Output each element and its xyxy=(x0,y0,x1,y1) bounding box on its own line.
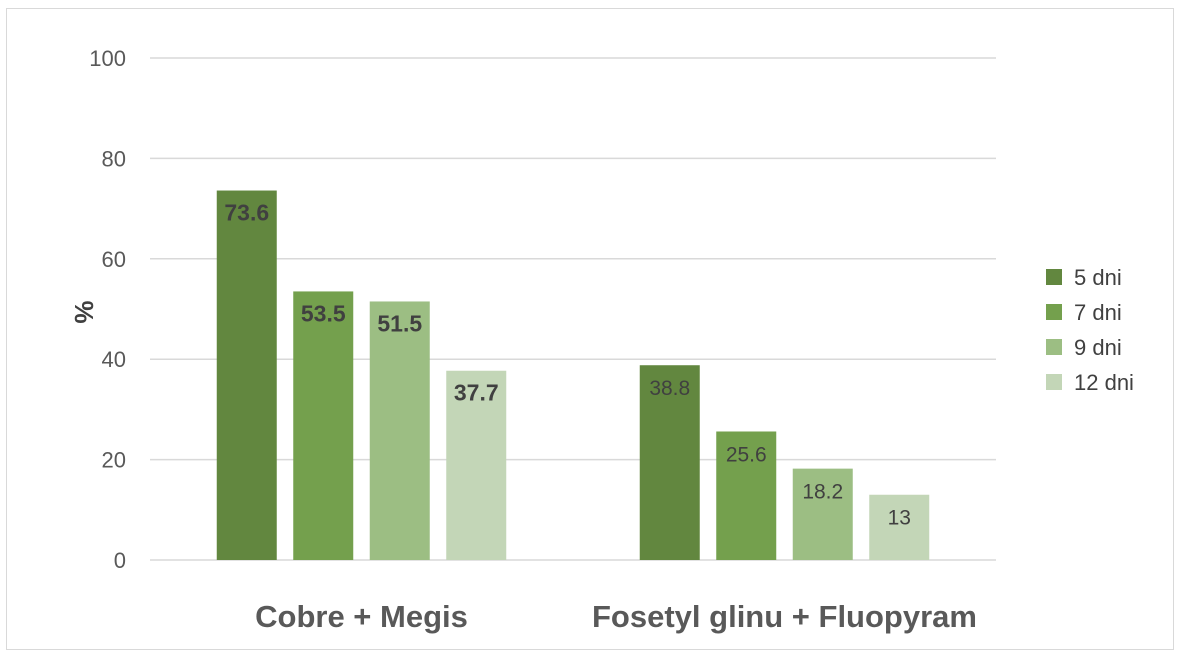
y-axis-ticks: 0 20 40 60 80 100 xyxy=(89,46,126,573)
legend-swatch xyxy=(1046,339,1062,355)
legend-label: 9 dni xyxy=(1074,335,1122,360)
legend-label: 12 dni xyxy=(1074,370,1134,395)
legend-swatch xyxy=(1046,374,1062,390)
data-label: 53.5 xyxy=(301,300,346,326)
legend-label: 7 dni xyxy=(1074,300,1122,325)
data-label: 25.6 xyxy=(726,443,767,466)
data-label: 13 xyxy=(888,507,911,530)
legend-swatch xyxy=(1046,269,1062,285)
y-tick-label: 40 xyxy=(102,347,126,372)
legend: 5 dni 7 dni 9 dni 12 dni xyxy=(1046,265,1134,395)
bar xyxy=(293,291,354,560)
y-tick-label: 0 xyxy=(114,548,126,573)
y-tick-label: 60 xyxy=(102,247,126,272)
bar xyxy=(216,190,277,560)
bar xyxy=(639,365,700,560)
y-tick-label: 80 xyxy=(102,146,126,171)
category-labels: Cobre + Megis Fosetyl glinu + Fluopyram xyxy=(255,599,977,634)
y-axis-label: % xyxy=(69,300,99,323)
legend-swatch xyxy=(1046,304,1062,320)
data-label: 73.6 xyxy=(224,200,269,226)
bar xyxy=(869,494,930,560)
data-label: 18.2 xyxy=(802,481,843,504)
category-label: Fosetyl glinu + Fluopyram xyxy=(592,599,977,634)
data-label: 37.7 xyxy=(454,380,499,406)
gridlines xyxy=(150,57,996,561)
bar xyxy=(792,468,853,560)
y-tick-label: 20 xyxy=(102,448,126,473)
bar xyxy=(369,301,430,560)
bar xyxy=(446,370,507,560)
data-label: 51.5 xyxy=(377,310,422,336)
category-label: Cobre + Megis xyxy=(255,599,468,634)
legend-label: 5 dni xyxy=(1074,265,1122,290)
y-tick-label: 100 xyxy=(89,46,126,71)
bar xyxy=(716,431,777,560)
bars xyxy=(216,190,930,560)
data-labels: 73.6 53.5 51.5 37.7 38.8 25.6 18.2 13 xyxy=(224,200,911,530)
chart-frame xyxy=(6,8,1174,650)
data-label: 38.8 xyxy=(649,377,690,400)
